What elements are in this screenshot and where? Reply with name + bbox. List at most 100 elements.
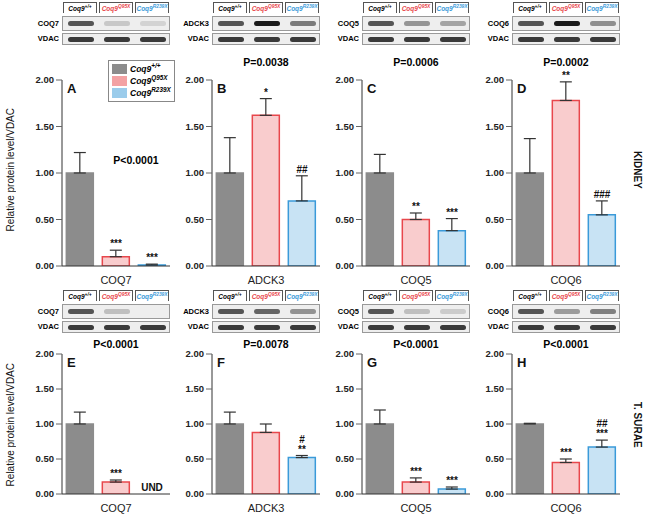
html-text:Coq9Q95X: Coq9Q95X: [130, 74, 168, 86]
html-text:Relative protein level/VDAC: Relative protein level/VDAC: [4, 108, 16, 232]
svg-text:COQ6: COQ6: [550, 502, 581, 514]
html-text:VDAC: VDAC: [37, 34, 59, 43]
svg-text:COQ5: COQ5: [400, 274, 431, 286]
svg-text:**: **: [562, 70, 570, 81]
svg-text:ADCK3: ADCK3: [248, 502, 285, 514]
html-text:KIDNEY: KIDNEY: [631, 151, 643, 189]
svg-text:2.00: 2.00: [336, 74, 355, 85]
html-text:ADCK3: ADCK3: [183, 19, 209, 28]
svg-text:COQ6: COQ6: [550, 274, 581, 286]
svg-text:2.00: 2.00: [186, 348, 205, 359]
svg-text:***: ***: [110, 238, 122, 249]
html-text:COQ7: COQ7: [37, 19, 59, 28]
svg-text:2.00: 2.00: [486, 74, 505, 85]
html-text:P=0.0006: P=0.0006: [393, 56, 439, 68]
svg-text:0.00: 0.00: [336, 260, 355, 271]
svg-text:0.50: 0.50: [186, 214, 205, 225]
html-text:T. SURAE: T. SURAE: [631, 402, 643, 448]
svg-text:***: ***: [410, 466, 422, 477]
html-text:Coq9R239X: Coq9R239X: [136, 3, 168, 12]
svg-text:0.50: 0.50: [486, 453, 505, 464]
html-text:P<0.0001: P<0.0001: [393, 338, 439, 350]
svg-text:1.50: 1.50: [186, 121, 205, 132]
html-text:P=0.0078: P=0.0078: [243, 338, 289, 350]
svg-text:1.00: 1.00: [186, 167, 205, 178]
svg-text:***: ***: [560, 447, 572, 458]
svg-text:1.50: 1.50: [336, 121, 355, 132]
html-text:B: B: [217, 81, 227, 96]
svg-text:1.00: 1.00: [36, 167, 55, 178]
html-text:Coq9Q95X: Coq9Q95X: [251, 3, 281, 12]
svg-text:1.50: 1.50: [186, 383, 205, 394]
html-text:Coq9+/+: Coq9+/+: [68, 3, 92, 12]
html-text:P<0.0001: P<0.0001: [93, 338, 139, 350]
html-text:Coq9+/+: Coq9+/+: [218, 3, 242, 12]
svg-text:0.50: 0.50: [36, 453, 55, 464]
svg-text:2.00: 2.00: [36, 74, 55, 85]
svg-text:1.50: 1.50: [486, 383, 505, 394]
html-text:P=0.0038: P=0.0038: [243, 56, 289, 68]
svg-text:***: ***: [146, 252, 158, 263]
svg-text:1.50: 1.50: [336, 383, 355, 394]
svg-text:ADCK3: ADCK3: [248, 274, 285, 286]
html-text:Coq9+/+: Coq9+/+: [368, 3, 392, 12]
html-text:Coq9R239X: Coq9R239X: [436, 3, 468, 12]
svg-text:###: ###: [594, 189, 611, 200]
svg-text:1.00: 1.00: [336, 418, 355, 429]
svg-text:COQ7: COQ7: [100, 502, 131, 514]
svg-text:***: ***: [446, 207, 458, 218]
svg-text:0.50: 0.50: [186, 453, 205, 464]
svg-text:2.00: 2.00: [186, 74, 205, 85]
svg-text:**: **: [412, 201, 420, 212]
svg-text:*: *: [264, 87, 268, 98]
html-text:Coq9R239X: Coq9R239X: [286, 3, 318, 12]
html-text:P=0.0002: P=0.0002: [543, 56, 589, 68]
svg-text:**: **: [298, 444, 306, 455]
html-text:G: G: [367, 355, 378, 370]
svg-text:COQ7: COQ7: [100, 274, 131, 286]
html-text:Coq9Q95X: Coq9Q95X: [401, 3, 431, 12]
svg-text:0.00: 0.00: [336, 488, 355, 499]
svg-text:0.00: 0.00: [36, 488, 55, 499]
html-text:Coq9+/+: Coq9+/+: [130, 62, 161, 74]
html-text:H: H: [517, 355, 527, 370]
svg-text:2.00: 2.00: [36, 348, 55, 359]
html-text:Coq9+/+: Coq9+/+: [518, 3, 542, 12]
html-text:P<0.0001: P<0.0001: [543, 338, 589, 350]
svg-text:0.00: 0.00: [36, 260, 55, 271]
svg-text:0.00: 0.00: [186, 260, 205, 271]
svg-text:2.00: 2.00: [486, 348, 505, 359]
svg-text:COQ5: COQ5: [400, 502, 431, 514]
svg-text:***: ***: [110, 468, 122, 479]
html-text:C: C: [367, 81, 377, 96]
svg-text:0.50: 0.50: [36, 214, 55, 225]
html-text:COQ5: COQ5: [337, 19, 359, 28]
svg-text:UND: UND: [141, 482, 163, 493]
svg-text:0.00: 0.00: [186, 488, 205, 499]
html-text:Coq9R239X: Coq9R239X: [130, 86, 171, 98]
svg-text:2.00: 2.00: [336, 348, 355, 359]
html-text:VDAC: VDAC: [337, 34, 359, 43]
svg-text:0.00: 0.00: [486, 488, 505, 499]
svg-text:1.50: 1.50: [36, 383, 55, 394]
html-text:Coq9Q95X: Coq9Q95X: [101, 3, 131, 12]
html-text:VDAC: VDAC: [187, 34, 209, 43]
html-text:P<0.0001: P<0.0001: [113, 154, 159, 167]
svg-text:1.00: 1.00: [336, 167, 355, 178]
svg-text:1.00: 1.00: [486, 167, 505, 178]
svg-text:***: ***: [596, 428, 608, 439]
html-text:A: A: [67, 81, 77, 96]
svg-text:1.00: 1.00: [36, 418, 55, 429]
svg-text:1.00: 1.00: [486, 418, 505, 429]
svg-text:0.00: 0.00: [486, 260, 505, 271]
svg-text:0.50: 0.50: [486, 214, 505, 225]
html-text:Relative protein level/VDAC: Relative protein level/VDAC: [4, 363, 16, 487]
svg-text:1.50: 1.50: [486, 121, 505, 132]
svg-text:0.50: 0.50: [336, 214, 355, 225]
html-text:D: D: [517, 81, 527, 96]
svg-text:1.50: 1.50: [36, 121, 55, 132]
svg-text:1.00: 1.00: [186, 418, 205, 429]
svg-text:0.50: 0.50: [336, 453, 355, 464]
svg-text:***: ***: [446, 475, 458, 486]
svg-text:##: ##: [296, 164, 308, 175]
